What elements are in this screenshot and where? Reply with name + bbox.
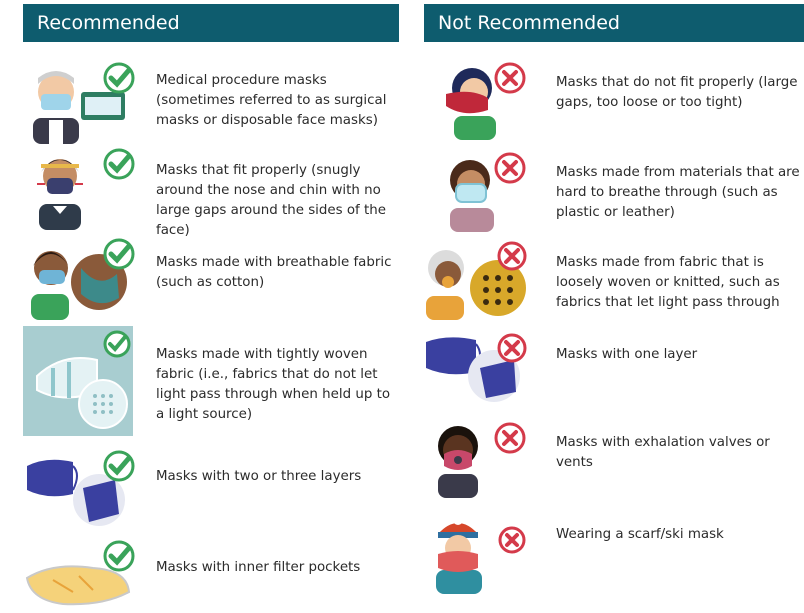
medical-mask-person-icon: [33, 62, 135, 144]
loose-weave-fabric-icon: [426, 241, 527, 320]
layered-mask-icon: [27, 450, 135, 526]
plastic-mask-person-icon: [450, 152, 526, 232]
recommended-column: Recommended Medical procedure masks (som…: [23, 4, 399, 606]
scarf-ski-mask-person-icon: [436, 515, 526, 594]
recommended-item-text: Medical procedure masks (sometimes refer…: [156, 73, 387, 128]
not-recommended-item-text: Masks with exhalation valves or vents: [556, 435, 770, 470]
fitted-mask-person-icon: [37, 148, 135, 230]
tightly-woven-fabric-icon: [23, 326, 133, 436]
filter-pocket-mask-icon: [25, 540, 135, 606]
recommended-item-text: Masks that fit properly (snugly around t…: [156, 163, 387, 238]
not-recommended-header: Not Recommended: [424, 4, 804, 42]
not-recommended-item-text: Masks that do not fit properly (large ga…: [556, 75, 798, 110]
not-recommended-item-text: Wearing a scarf/ski mask: [556, 527, 724, 542]
valve-mask-person-icon: [438, 422, 526, 498]
recommended-item-text: Masks made with tightly woven fabric (i.…: [156, 347, 391, 422]
recommended-header: Recommended: [23, 4, 399, 42]
recommended-item-text: Masks with two or three layers: [156, 469, 362, 484]
recommended-item-text: Masks made with breathable fabric (such …: [156, 255, 392, 290]
single-layer-mask-icon: [426, 333, 527, 402]
breathable-fabric-icon: [31, 238, 135, 320]
poor-fit-mask-person-icon: [446, 62, 526, 140]
not-recommended-column: Not Recommended Masks that do not fit pr…: [424, 4, 804, 594]
recommended-item-text: Masks with inner filter pockets: [156, 560, 361, 575]
not-recommended-item-text: Masks with one layer: [556, 347, 698, 362]
not-recommended-item-text: Masks made from materials that are hard …: [556, 165, 800, 220]
not-recommended-item-text: Masks made from fabric that is loosely w…: [556, 255, 780, 310]
